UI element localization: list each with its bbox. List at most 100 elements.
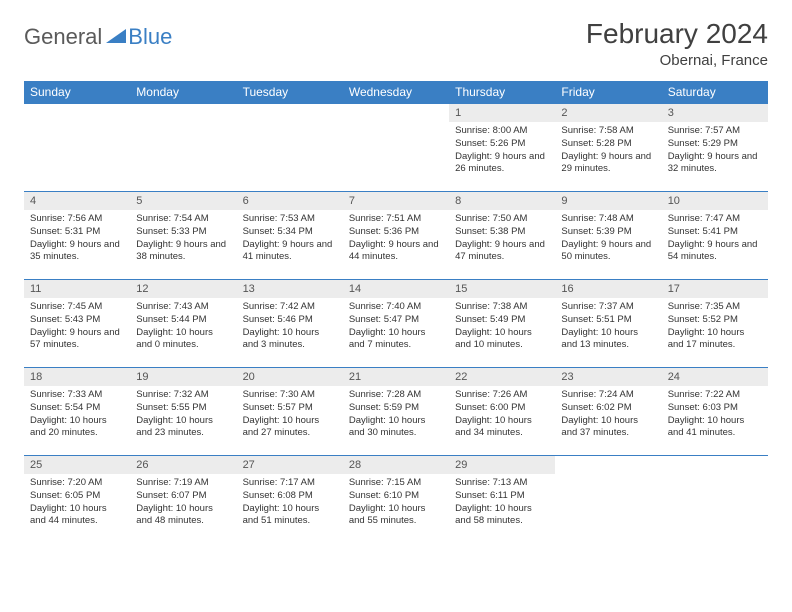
day-number: 9 xyxy=(555,192,661,210)
calendar-day-cell: 7Sunrise: 7:51 AMSunset: 5:36 PMDaylight… xyxy=(343,192,449,280)
logo: General Blue xyxy=(24,18,172,50)
calendar-empty-cell xyxy=(343,104,449,192)
day-number: 18 xyxy=(24,368,130,386)
day-details: Sunrise: 8:00 AMSunset: 5:26 PMDaylight:… xyxy=(449,122,555,182)
day-number: 22 xyxy=(449,368,555,386)
column-header: Monday xyxy=(130,81,236,104)
day-details: Sunrise: 7:56 AMSunset: 5:31 PMDaylight:… xyxy=(24,210,130,270)
calendar-day-cell: 8Sunrise: 7:50 AMSunset: 5:38 PMDaylight… xyxy=(449,192,555,280)
calendar-empty-cell xyxy=(662,456,768,544)
day-details: Sunrise: 7:35 AMSunset: 5:52 PMDaylight:… xyxy=(662,298,768,358)
day-details: Sunrise: 7:26 AMSunset: 6:00 PMDaylight:… xyxy=(449,386,555,446)
calendar-day-cell: 2Sunrise: 7:58 AMSunset: 5:28 PMDaylight… xyxy=(555,104,661,192)
calendar-table: SundayMondayTuesdayWednesdayThursdayFrid… xyxy=(24,81,768,544)
calendar-day-cell: 24Sunrise: 7:22 AMSunset: 6:03 PMDayligh… xyxy=(662,368,768,456)
calendar-day-cell: 22Sunrise: 7:26 AMSunset: 6:00 PMDayligh… xyxy=(449,368,555,456)
calendar-week-row: 18Sunrise: 7:33 AMSunset: 5:54 PMDayligh… xyxy=(24,368,768,456)
column-header: Wednesday xyxy=(343,81,449,104)
calendar-empty-cell xyxy=(130,104,236,192)
day-number: 28 xyxy=(343,456,449,474)
day-details: Sunrise: 7:28 AMSunset: 5:59 PMDaylight:… xyxy=(343,386,449,446)
day-details: Sunrise: 7:17 AMSunset: 6:08 PMDaylight:… xyxy=(237,474,343,534)
column-header: Tuesday xyxy=(237,81,343,104)
day-number: 27 xyxy=(237,456,343,474)
calendar-empty-cell xyxy=(237,104,343,192)
day-number: 25 xyxy=(24,456,130,474)
day-number: 6 xyxy=(237,192,343,210)
calendar-day-cell: 17Sunrise: 7:35 AMSunset: 5:52 PMDayligh… xyxy=(662,280,768,368)
day-number: 19 xyxy=(130,368,236,386)
column-header: Friday xyxy=(555,81,661,104)
calendar-day-cell: 5Sunrise: 7:54 AMSunset: 5:33 PMDaylight… xyxy=(130,192,236,280)
calendar-week-row: 25Sunrise: 7:20 AMSunset: 6:05 PMDayligh… xyxy=(24,456,768,544)
day-details: Sunrise: 7:51 AMSunset: 5:36 PMDaylight:… xyxy=(343,210,449,270)
calendar-week-row: 4Sunrise: 7:56 AMSunset: 5:31 PMDaylight… xyxy=(24,192,768,280)
day-details: Sunrise: 7:32 AMSunset: 5:55 PMDaylight:… xyxy=(130,386,236,446)
calendar-day-cell: 9Sunrise: 7:48 AMSunset: 5:39 PMDaylight… xyxy=(555,192,661,280)
logo-text-general: General xyxy=(24,24,102,50)
day-details: Sunrise: 7:40 AMSunset: 5:47 PMDaylight:… xyxy=(343,298,449,358)
day-number: 24 xyxy=(662,368,768,386)
calendar-day-cell: 23Sunrise: 7:24 AMSunset: 6:02 PMDayligh… xyxy=(555,368,661,456)
calendar-day-cell: 1Sunrise: 8:00 AMSunset: 5:26 PMDaylight… xyxy=(449,104,555,192)
day-details: Sunrise: 7:19 AMSunset: 6:07 PMDaylight:… xyxy=(130,474,236,534)
day-details: Sunrise: 7:58 AMSunset: 5:28 PMDaylight:… xyxy=(555,122,661,182)
calendar-day-cell: 14Sunrise: 7:40 AMSunset: 5:47 PMDayligh… xyxy=(343,280,449,368)
day-details: Sunrise: 7:15 AMSunset: 6:10 PMDaylight:… xyxy=(343,474,449,534)
day-details: Sunrise: 7:50 AMSunset: 5:38 PMDaylight:… xyxy=(449,210,555,270)
day-number: 14 xyxy=(343,280,449,298)
page-title: February 2024 xyxy=(586,18,768,50)
calendar-empty-cell xyxy=(555,456,661,544)
day-details: Sunrise: 7:30 AMSunset: 5:57 PMDaylight:… xyxy=(237,386,343,446)
day-details: Sunrise: 7:42 AMSunset: 5:46 PMDaylight:… xyxy=(237,298,343,358)
calendar-week-row: 11Sunrise: 7:45 AMSunset: 5:43 PMDayligh… xyxy=(24,280,768,368)
day-number: 13 xyxy=(237,280,343,298)
day-number: 17 xyxy=(662,280,768,298)
day-number: 23 xyxy=(555,368,661,386)
calendar-day-cell: 26Sunrise: 7:19 AMSunset: 6:07 PMDayligh… xyxy=(130,456,236,544)
day-number: 4 xyxy=(24,192,130,210)
column-header: Thursday xyxy=(449,81,555,104)
calendar-week-row: 1Sunrise: 8:00 AMSunset: 5:26 PMDaylight… xyxy=(24,104,768,192)
day-number: 10 xyxy=(662,192,768,210)
title-block: February 2024 Obernai, France xyxy=(586,18,768,69)
day-details: Sunrise: 7:13 AMSunset: 6:11 PMDaylight:… xyxy=(449,474,555,534)
calendar-day-cell: 13Sunrise: 7:42 AMSunset: 5:46 PMDayligh… xyxy=(237,280,343,368)
day-details: Sunrise: 7:57 AMSunset: 5:29 PMDaylight:… xyxy=(662,122,768,182)
day-details: Sunrise: 7:47 AMSunset: 5:41 PMDaylight:… xyxy=(662,210,768,270)
day-details: Sunrise: 7:45 AMSunset: 5:43 PMDaylight:… xyxy=(24,298,130,358)
calendar-day-cell: 18Sunrise: 7:33 AMSunset: 5:54 PMDayligh… xyxy=(24,368,130,456)
day-number: 29 xyxy=(449,456,555,474)
calendar-day-cell: 25Sunrise: 7:20 AMSunset: 6:05 PMDayligh… xyxy=(24,456,130,544)
column-header: Saturday xyxy=(662,81,768,104)
calendar-day-cell: 20Sunrise: 7:30 AMSunset: 5:57 PMDayligh… xyxy=(237,368,343,456)
day-details: Sunrise: 7:33 AMSunset: 5:54 PMDaylight:… xyxy=(24,386,130,446)
day-number: 16 xyxy=(555,280,661,298)
day-number: 26 xyxy=(130,456,236,474)
day-number: 5 xyxy=(130,192,236,210)
calendar-day-cell: 10Sunrise: 7:47 AMSunset: 5:41 PMDayligh… xyxy=(662,192,768,280)
calendar-day-cell: 11Sunrise: 7:45 AMSunset: 5:43 PMDayligh… xyxy=(24,280,130,368)
logo-text-blue: Blue xyxy=(128,24,172,50)
calendar-day-cell: 3Sunrise: 7:57 AMSunset: 5:29 PMDaylight… xyxy=(662,104,768,192)
day-details: Sunrise: 7:22 AMSunset: 6:03 PMDaylight:… xyxy=(662,386,768,446)
location-label: Obernai, France xyxy=(586,52,768,69)
day-number: 3 xyxy=(662,104,768,122)
header: General Blue February 2024 Obernai, Fran… xyxy=(24,18,768,69)
day-number: 11 xyxy=(24,280,130,298)
day-number: 8 xyxy=(449,192,555,210)
day-details: Sunrise: 7:53 AMSunset: 5:34 PMDaylight:… xyxy=(237,210,343,270)
calendar-day-cell: 15Sunrise: 7:38 AMSunset: 5:49 PMDayligh… xyxy=(449,280,555,368)
day-number: 12 xyxy=(130,280,236,298)
calendar-day-cell: 12Sunrise: 7:43 AMSunset: 5:44 PMDayligh… xyxy=(130,280,236,368)
calendar-day-cell: 28Sunrise: 7:15 AMSunset: 6:10 PMDayligh… xyxy=(343,456,449,544)
calendar-day-cell: 19Sunrise: 7:32 AMSunset: 5:55 PMDayligh… xyxy=(130,368,236,456)
calendar-day-cell: 6Sunrise: 7:53 AMSunset: 5:34 PMDaylight… xyxy=(237,192,343,280)
day-number: 15 xyxy=(449,280,555,298)
day-number: 1 xyxy=(449,104,555,122)
day-details: Sunrise: 7:24 AMSunset: 6:02 PMDaylight:… xyxy=(555,386,661,446)
day-details: Sunrise: 7:37 AMSunset: 5:51 PMDaylight:… xyxy=(555,298,661,358)
calendar-day-cell: 29Sunrise: 7:13 AMSunset: 6:11 PMDayligh… xyxy=(449,456,555,544)
calendar-day-cell: 16Sunrise: 7:37 AMSunset: 5:51 PMDayligh… xyxy=(555,280,661,368)
day-details: Sunrise: 7:54 AMSunset: 5:33 PMDaylight:… xyxy=(130,210,236,270)
